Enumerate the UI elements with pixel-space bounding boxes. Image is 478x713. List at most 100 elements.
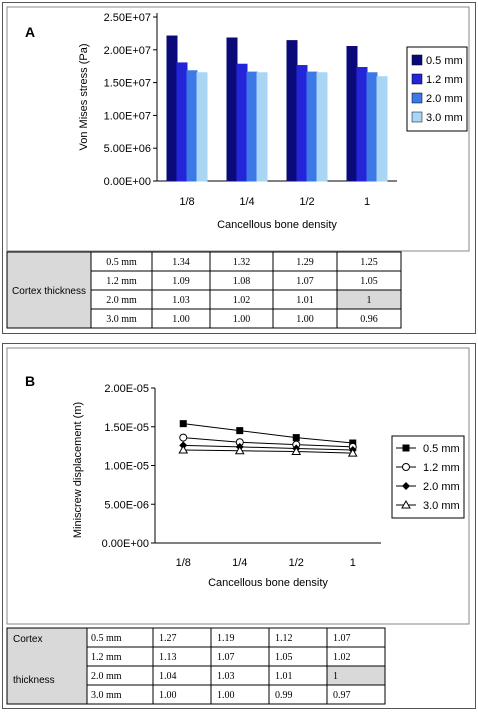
cell-value: 1.00 [296,314,314,325]
y-axis-label: Von Mises stress (Pa) [78,44,90,151]
data-point [402,482,410,490]
ratio-table: Cortex thickness 0.5 mm 1.34 1.32 1.29 1.25 1.… [6,251,402,329]
bar [286,40,298,182]
legend-swatch [411,111,423,123]
x-tick-label: 1 [350,557,356,569]
cell-value: 1.07 [217,652,235,663]
cell-value: 1.07 [333,633,351,644]
row-group-label: Cortex [13,634,42,645]
row-label: 0.5 mm [106,257,137,268]
bar [346,46,358,182]
x-axis-label: Cancellous bone density [208,577,328,589]
series-line [183,449,353,454]
row-label: 2.0 mm [106,295,137,306]
cell-value: 1.25 [360,257,378,268]
row-label: 3.0 mm [91,690,122,701]
bar [376,76,388,182]
series-line [183,437,353,448]
y-tick-label: 1.00E+07 [104,110,151,122]
cell-value: 1.00 [172,314,190,325]
bar [226,37,238,182]
bar [246,71,258,182]
x-tick-label: 1/4 [239,196,254,208]
panel-label: B [25,373,35,389]
legend: 0.5 mm 1.2 mm 2.0 mm 3.0 mm [406,46,468,132]
panel-b: B 0.00E+00 5.00E-06 1.00E-05 1.50E-05 2.00E-… [2,343,476,709]
cell-value: 1.32 [233,257,251,268]
cell-value: 1.07 [296,276,314,287]
x-tick-label: 1/4 [232,557,247,569]
legend-label: 2.0 mm [423,481,460,493]
table-cell [336,308,402,329]
cell-value: 1.00 [159,690,177,701]
legend-label: 1.2 mm [426,74,463,86]
y-axis-label: Miniscrew displacement (m) [72,402,84,538]
data-point [178,444,189,454]
x-tick-label: 1/2 [299,196,314,208]
legend-label: 1.2 mm [423,462,460,474]
bar [256,72,268,182]
legend: 0.5 mm 1.2 mm 2.0 mm 3.0 mm [391,435,465,519]
cell-value: 1.03 [172,295,190,306]
data-point [234,445,245,455]
data-point [179,433,188,442]
data-point [402,463,410,471]
y-tick-label: 1.50E+07 [104,78,151,90]
panel-a: A 0.00E+00 5.00E+06 1.00E+07 1.50E+07 2.00E+… [2,2,476,334]
y-tick-label: 0.00E+00 [104,176,151,188]
row-group-label: Cortex thickness [12,286,86,297]
cell-value: 1.27 [159,633,177,644]
cell-value: 1.05 [275,652,293,663]
data-point [179,420,187,428]
row-label: 2.0 mm [91,671,122,682]
cell-value: 1 [367,295,372,306]
y-tick-label: 5.00E-06 [104,499,149,511]
legend-label: 0.5 mm [423,443,460,455]
cell-value: 1.13 [159,652,177,663]
cell-value: 1.02 [233,295,251,306]
bar [166,35,178,182]
bar [196,72,208,182]
cell-value: 1.01 [275,671,293,682]
series-line [183,423,353,444]
y-tick-label: 2.00E-05 [104,383,149,395]
bar [296,65,308,182]
data-point [347,448,358,457]
data-point [291,446,302,456]
bar [356,67,368,182]
x-tick-label: 1/8 [176,557,191,569]
legend-label: 3.0 mm [423,500,460,512]
bar [186,70,198,182]
cell-value: 0.96 [360,314,378,325]
cell-value: 1.34 [172,257,190,268]
y-tick-label: 1.50E-05 [104,422,149,434]
cell-value: 1.19 [217,633,235,644]
y-tick-label: 5.00E+06 [104,143,151,155]
x-tick-label: 1/8 [179,196,194,208]
displacement-chart-panel: B 0.00E+00 5.00E-06 1.00E-05 1.50E-05 2.00E-… [6,347,470,705]
data-point [401,499,411,509]
cell-value: 1.05 [360,276,378,287]
data-point [292,434,300,442]
panel-label: A [25,24,35,40]
cell-value: 1.00 [233,314,251,325]
cell-value: 1.29 [296,257,314,268]
cell-value: 1.00 [217,690,235,701]
legend-swatch [411,54,423,66]
cell-value: 1.09 [172,276,190,287]
cell-value: 0.99 [275,690,293,701]
data-point [402,444,410,452]
data-point [236,427,244,435]
cell-value: 1.08 [233,276,251,287]
legend-label: 3.0 mm [426,112,463,124]
bar [306,71,318,182]
cell-value: 1.01 [296,295,314,306]
cell-value: 1.03 [217,671,235,682]
row-label: 1.2 mm [106,276,137,287]
bar [236,63,248,182]
series-line [183,444,353,451]
row-label: 1.2 mm [91,652,122,663]
cell-value: 1.12 [275,633,293,644]
x-tick-label: 1 [364,196,370,208]
y-tick-label: 0.00E+00 [102,538,149,550]
